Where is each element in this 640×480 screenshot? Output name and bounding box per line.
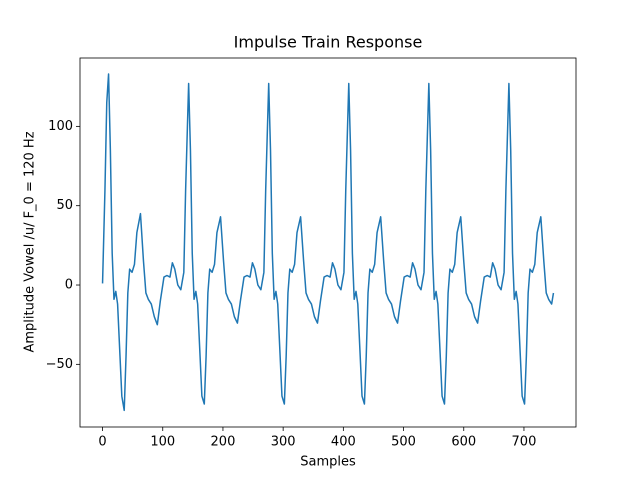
- y-tick-label: 100: [48, 119, 73, 134]
- x-tick-label: 700: [512, 435, 537, 450]
- y-tick-label: 50: [56, 198, 73, 213]
- data-line: [101, 73, 555, 412]
- x-tick-label: 500: [391, 435, 416, 450]
- x-axis-label: Samples: [300, 455, 356, 470]
- x-tick-label: 400: [331, 435, 356, 450]
- y-tick-label: 0: [65, 278, 73, 293]
- x-tick-label: 0: [98, 435, 106, 450]
- x-tick-label: 600: [451, 435, 476, 450]
- chart-title: Impulse Train Response: [234, 33, 423, 52]
- x-tick-label: 300: [271, 435, 296, 450]
- y-axis-label: Amplitude Vowel /u/ F_0 = 120 Hz: [23, 131, 38, 352]
- plot-frame: [79, 57, 577, 428]
- x-tick-label: 200: [211, 435, 236, 450]
- x-tick-label: 100: [150, 435, 175, 450]
- y-tick-label: −50: [46, 357, 73, 372]
